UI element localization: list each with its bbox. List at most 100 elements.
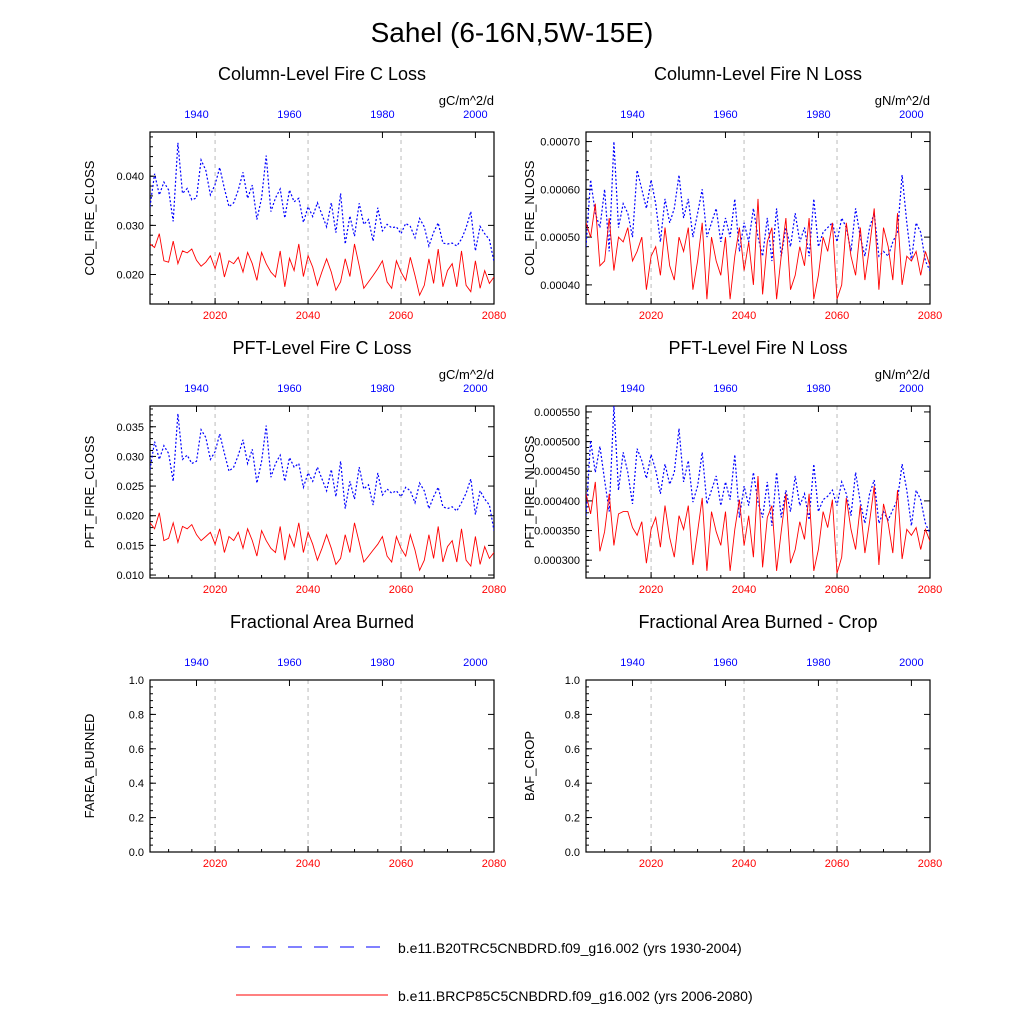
chart-title: Column-Level Fire N Loss <box>654 64 862 84</box>
x-tick-label-bottom: 2060 <box>389 584 413 596</box>
x-tick-label-top: 1960 <box>277 109 301 121</box>
x-tick-label-top: 1940 <box>184 383 208 395</box>
series-line-future <box>586 198 930 300</box>
y-tick-label: 0.6 <box>129 744 144 756</box>
chart-title: Fractional Area Burned <box>230 612 414 632</box>
y-tick-label: 0.00070 <box>540 137 580 149</box>
y-tick-label: 0.000300 <box>534 555 580 567</box>
chart-title: PFT-Level Fire N Loss <box>668 338 847 358</box>
y-tick-label: 0.020 <box>116 270 144 282</box>
x-tick-label-top: 1960 <box>277 383 301 395</box>
x-tick-label-top: 1980 <box>806 657 830 669</box>
x-tick-label-bottom: 2080 <box>482 310 506 322</box>
y-tick-label: 0.010 <box>116 570 144 582</box>
legend-label-historical: b.e11.B20TRC5CNBDRD.f09_g16.002 (yrs 193… <box>398 940 742 956</box>
y-tick-label: 0.000400 <box>534 496 580 508</box>
y-tick-label: 1.0 <box>129 675 144 687</box>
x-tick-label-top: 2000 <box>899 109 923 121</box>
units-label: gN/m^2/d <box>875 367 930 382</box>
y-tick-label: 0.000550 <box>534 407 580 419</box>
x-tick-label-bottom: 2020 <box>203 858 227 870</box>
x-tick-label-top: 1980 <box>370 657 394 669</box>
x-tick-label-bottom: 2040 <box>732 584 756 596</box>
chart-panel: PFT-Level Fire N Loss gN/m^2/d 2020 2040 206… <box>522 338 942 596</box>
x-tick-label-bottom: 2080 <box>482 584 506 596</box>
x-tick-label-bottom: 2020 <box>639 310 663 322</box>
chart-title: Fractional Area Burned - Crop <box>638 612 877 632</box>
y-tick-label: 0.0 <box>565 847 580 859</box>
x-tick-label-bottom: 2020 <box>203 310 227 322</box>
chart-panel: Fractional Area Burned 2020 2040 2060 2080 19… <box>82 612 506 870</box>
y-tick-label: 0.8 <box>565 709 580 721</box>
x-tick-label-top: 2000 <box>899 383 923 395</box>
x-tick-label-top: 1960 <box>713 657 737 669</box>
series-line-future <box>150 512 494 572</box>
x-tick-label-bottom: 2080 <box>482 858 506 870</box>
page-title: Sahel (6-16N,5W-15E) <box>371 17 654 48</box>
x-tick-label-bottom: 2040 <box>732 310 756 322</box>
x-tick-label-bottom: 2080 <box>918 584 942 596</box>
x-tick-label-bottom: 2080 <box>918 310 942 322</box>
chart-panel: PFT-Level Fire C Loss gC/m^2/d 2020 2040 206… <box>82 338 506 596</box>
y-axis-label: COL_FIRE_NLOSS <box>522 160 537 275</box>
x-tick-label-top: 1940 <box>184 109 208 121</box>
units-label: gC/m^2/d <box>439 367 494 382</box>
x-tick-label-top: 1940 <box>620 109 644 121</box>
x-tick-label-bottom: 2060 <box>389 858 413 870</box>
y-tick-label: 0.000450 <box>534 466 580 478</box>
y-tick-label: 0.0 <box>129 847 144 859</box>
series-line-historical <box>150 142 494 262</box>
plot-frame <box>585 405 931 579</box>
y-tick-label: 0.4 <box>565 778 580 790</box>
y-tick-label: 0.6 <box>565 744 580 756</box>
y-tick-label: 0.035 <box>116 422 144 434</box>
y-tick-label: 0.2 <box>565 813 580 825</box>
x-tick-label-bottom: 2040 <box>296 858 320 870</box>
x-tick-label-bottom: 2020 <box>639 584 663 596</box>
x-tick-label-top: 1980 <box>806 109 830 121</box>
x-tick-label-top: 1940 <box>620 657 644 669</box>
y-tick-label: 0.00060 <box>540 184 580 196</box>
x-tick-label-top: 2000 <box>463 109 487 121</box>
x-tick-label-top: 2000 <box>463 657 487 669</box>
x-tick-label-bottom: 2040 <box>732 858 756 870</box>
y-tick-label: 0.8 <box>129 709 144 721</box>
y-tick-label: 0.000500 <box>534 437 580 449</box>
y-axis-label: PFT_FIRE_NLOSS <box>522 435 537 548</box>
series-line-historical <box>150 413 494 531</box>
legend: b.e11.B20TRC5CNBDRD.f09_g16.002 (yrs 193… <box>236 940 753 1004</box>
y-tick-label: 0.040 <box>116 171 144 183</box>
plot-frame <box>585 679 931 853</box>
x-tick-label-top: 1980 <box>370 383 394 395</box>
units-label: gN/m^2/d <box>875 93 930 108</box>
series-line-historical <box>586 406 930 534</box>
y-axis-label: PFT_FIRE_CLOSS <box>82 435 97 548</box>
x-tick-label-bottom: 2040 <box>296 584 320 596</box>
chart-title: PFT-Level Fire C Loss <box>232 338 411 358</box>
y-tick-label: 0.000350 <box>534 526 580 538</box>
y-tick-label: 1.0 <box>565 675 580 687</box>
x-tick-label-top: 1960 <box>713 383 737 395</box>
y-tick-label: 0.2 <box>129 813 144 825</box>
units-label: gC/m^2/d <box>439 93 494 108</box>
y-tick-label: 0.030 <box>116 451 144 463</box>
chart-panel: Fractional Area Burned - Crop 2020 2040 206… <box>522 612 942 870</box>
chart-title: Column-Level Fire C Loss <box>218 64 426 84</box>
y-tick-label: 0.00040 <box>540 280 580 292</box>
x-tick-label-top: 1980 <box>806 383 830 395</box>
chart-panel: Column-Level Fire C Loss gC/m^2/d 2020 2040… <box>82 64 506 322</box>
y-tick-label: 0.030 <box>116 220 144 232</box>
y-tick-label: 0.020 <box>116 511 144 523</box>
x-tick-label-bottom: 2040 <box>296 310 320 322</box>
series-line-future <box>586 475 930 574</box>
y-tick-label: 0.025 <box>116 481 144 493</box>
chart-panel: Column-Level Fire N Loss gN/m^2/d 2020 2040… <box>522 64 942 322</box>
x-tick-label-top: 1960 <box>277 657 301 669</box>
x-tick-label-bottom: 2080 <box>918 858 942 870</box>
x-tick-label-bottom: 2060 <box>825 584 849 596</box>
plot-frame <box>149 679 495 853</box>
y-axis-label: COL_FIRE_CLOSS <box>82 160 97 275</box>
x-tick-label-top: 1980 <box>370 109 394 121</box>
chart-panels: Column-Level Fire C Loss gC/m^2/d 2020 2040… <box>82 64 942 870</box>
